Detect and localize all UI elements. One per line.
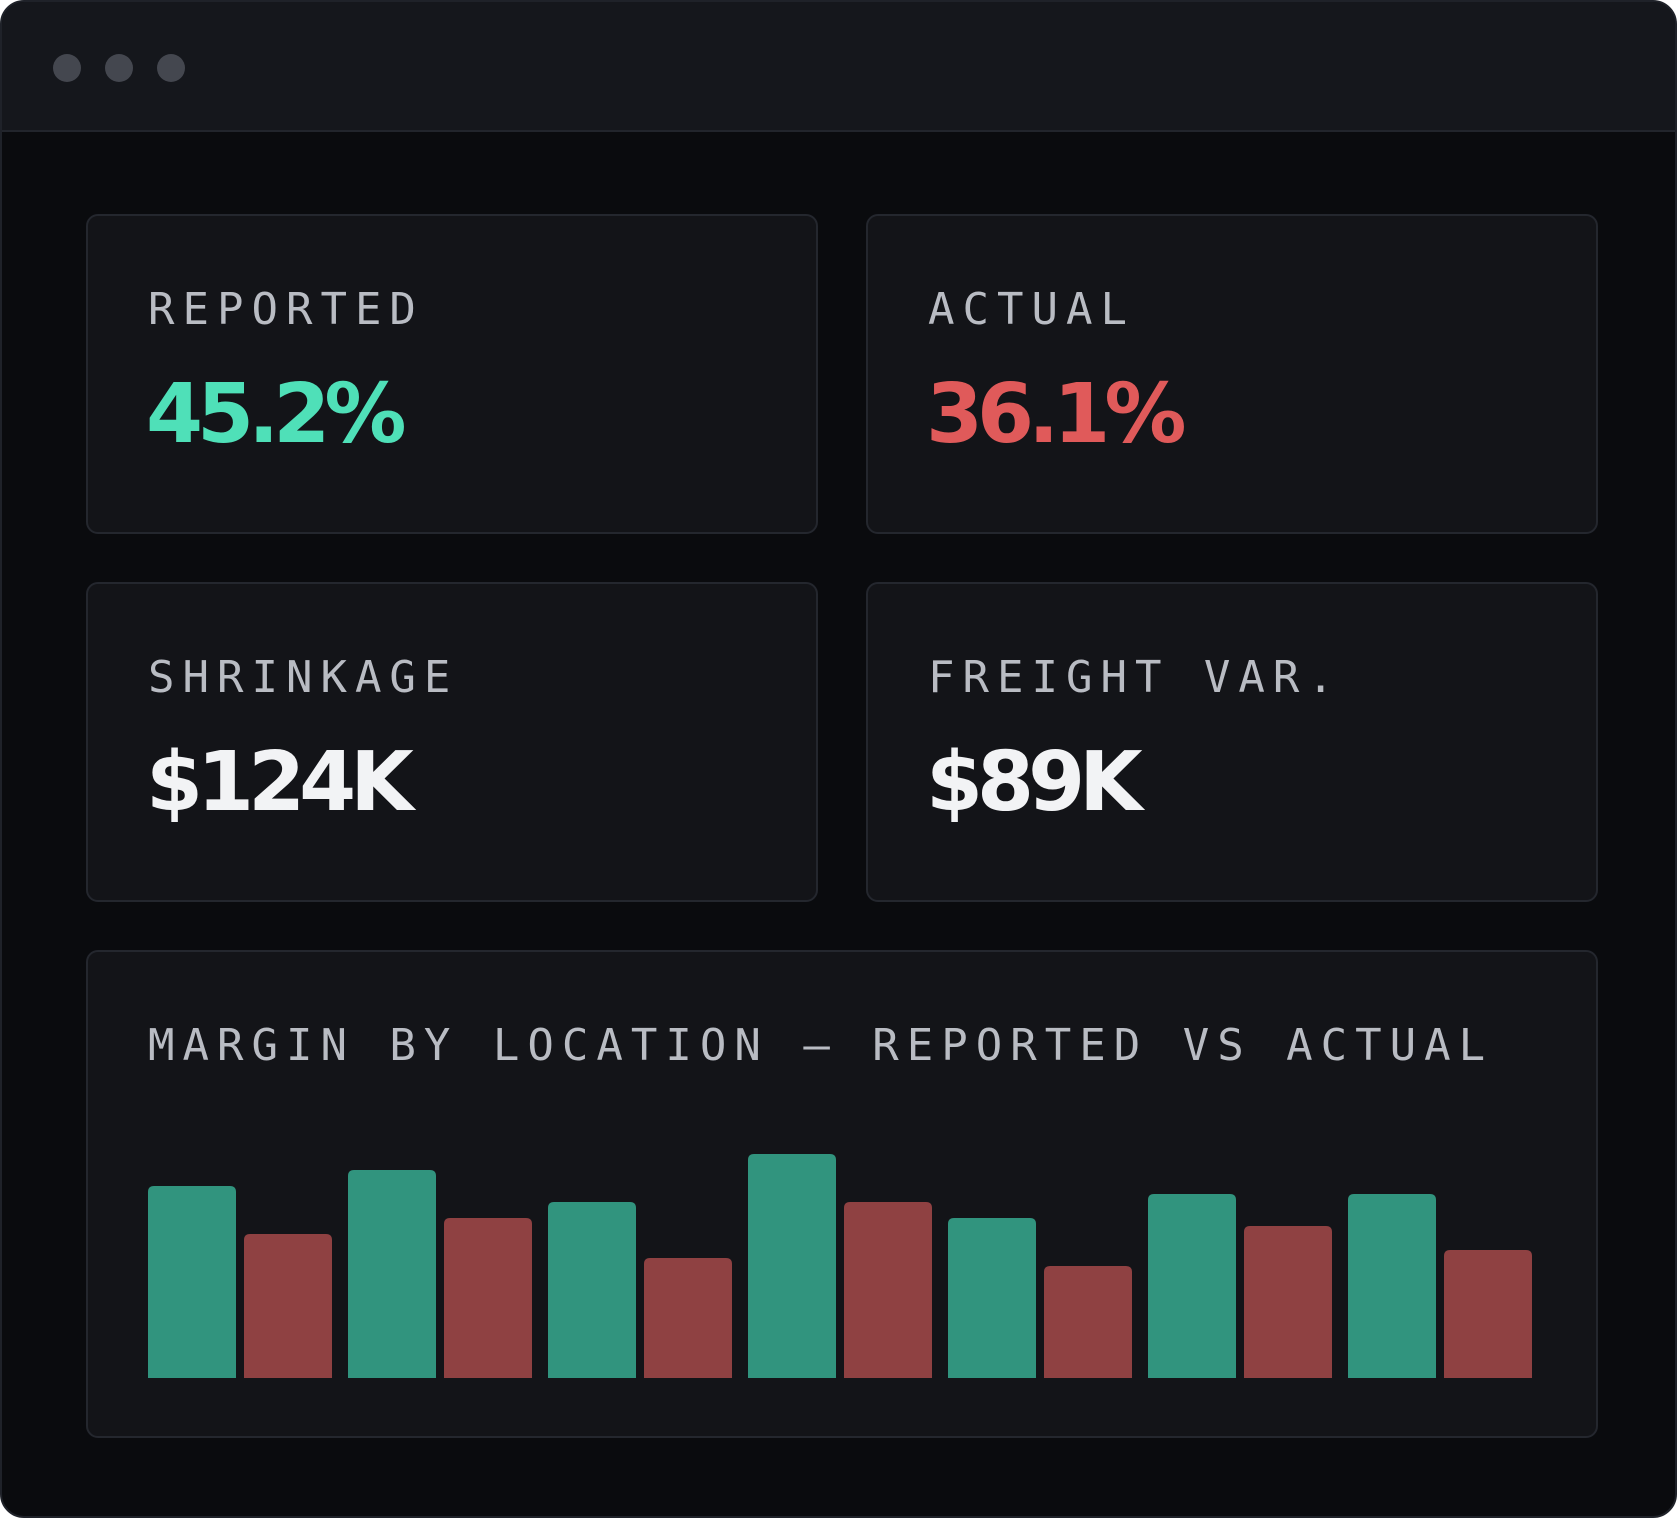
- reported-bar: [148, 1186, 236, 1378]
- margin-chart-card: MARGIN BY LOCATION — REPORTED VS ACTUAL: [86, 950, 1598, 1438]
- title-bar: [2, 2, 1675, 132]
- actual-bar: [244, 1234, 332, 1378]
- reported-label: REPORTED: [148, 284, 424, 335]
- shrinkage-value: $124K: [146, 735, 414, 830]
- actual-bar: [1044, 1266, 1132, 1378]
- reported-value: 45.2%: [146, 367, 406, 462]
- window-minimize-dot[interactable]: [105, 54, 133, 82]
- actual-card: ACTUAL 36.1%: [866, 214, 1598, 534]
- actual-bar: [844, 1202, 932, 1378]
- reported-bar: [1348, 1194, 1436, 1378]
- freight-value: $89K: [926, 735, 1143, 830]
- reported-bar: [948, 1218, 1036, 1378]
- window-close-dot[interactable]: [53, 54, 81, 82]
- shrinkage-label: SHRINKAGE: [148, 652, 459, 703]
- actual-value: 36.1%: [926, 367, 1186, 462]
- actual-bar: [644, 1258, 732, 1378]
- actual-label: ACTUAL: [928, 284, 1135, 335]
- chart-title: MARGIN BY LOCATION — REPORTED VS ACTUAL: [148, 1020, 1494, 1071]
- reported-bar: [348, 1170, 436, 1378]
- reported-bar: [1148, 1194, 1236, 1378]
- actual-bar: [1244, 1226, 1332, 1378]
- margin-bar-chart: [148, 1154, 1532, 1378]
- reported-bar: [548, 1202, 636, 1378]
- actual-bar: [444, 1218, 532, 1378]
- shrinkage-card: SHRINKAGE $124K: [86, 582, 818, 902]
- reported-bar: [748, 1154, 836, 1378]
- window-maximize-dot[interactable]: [157, 54, 185, 82]
- freight-card: FREIGHT VAR. $89K: [866, 582, 1598, 902]
- actual-bar: [1444, 1250, 1532, 1378]
- reported-card: REPORTED 45.2%: [86, 214, 818, 534]
- freight-label: FREIGHT VAR.: [928, 652, 1342, 703]
